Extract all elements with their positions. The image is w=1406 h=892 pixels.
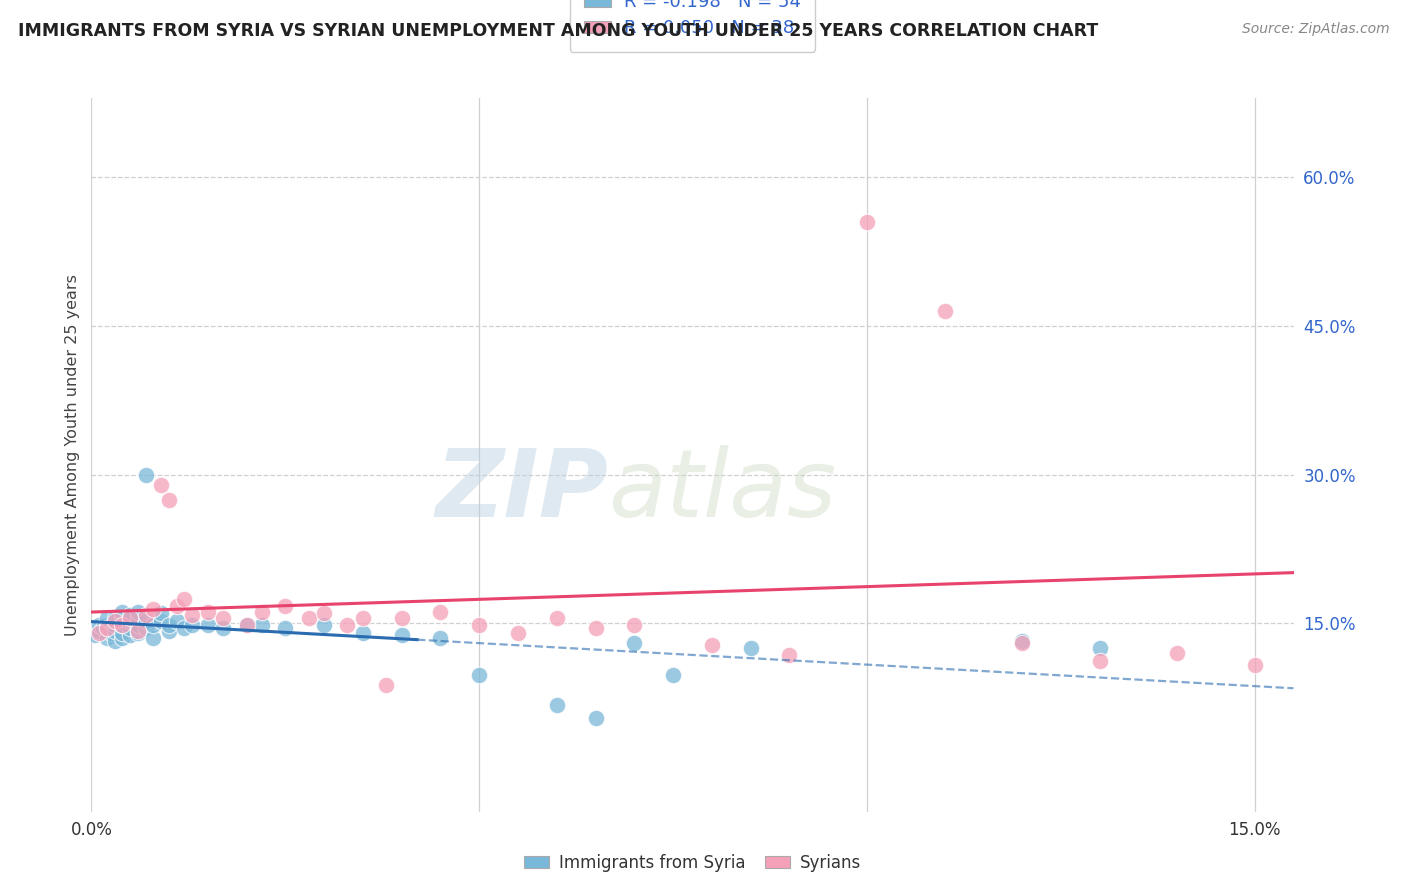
Point [120,608,142,623]
Point [127,624,149,639]
Point [111,632,134,646]
Point [1243,658,1265,673]
Point [662,668,685,682]
Point [212,621,235,635]
Point [297,611,319,625]
Point [740,641,762,656]
Point [135,621,157,635]
Point [96,611,118,625]
Point [274,621,297,635]
Point [468,618,491,632]
Point [104,611,127,625]
Point [1011,634,1033,648]
Text: atlas: atlas [609,445,837,536]
Point [120,611,142,625]
Point [104,615,127,629]
Point [546,611,568,625]
Point [250,618,273,632]
Point [429,632,451,646]
Point [274,599,297,613]
Point [391,628,413,642]
Point [352,611,374,625]
Point [429,605,451,619]
Point [96,618,118,632]
Point [150,615,173,629]
Point [100,626,122,640]
Point [173,621,195,635]
Text: IMMIGRANTS FROM SYRIA VS SYRIAN UNEMPLOYMENT AMONG YOUTH UNDER 25 YEARS CORRELAT: IMMIGRANTS FROM SYRIA VS SYRIAN UNEMPLOY… [18,22,1098,40]
Point [585,621,607,635]
Point [623,636,645,650]
Point [111,618,134,632]
Point [111,611,134,625]
Point [120,621,142,635]
Point [181,618,204,632]
Point [1088,654,1111,668]
Point [150,477,173,491]
Point [142,601,165,615]
Point [352,626,374,640]
Point [166,599,188,613]
Point [623,618,645,632]
Point [135,608,157,623]
Point [468,668,491,682]
Point [96,621,118,635]
Point [89,624,111,639]
Point [89,626,111,640]
Y-axis label: Unemployment Among Youth under 25 years: Unemployment Among Youth under 25 years [65,274,80,636]
Point [700,638,723,652]
Point [127,611,149,625]
Point [157,618,180,632]
Point [111,626,134,640]
Point [197,605,219,619]
Point [1088,641,1111,656]
Point [235,618,257,632]
Point [1166,646,1188,660]
Point [120,628,142,642]
Point [89,618,111,632]
Point [135,615,157,629]
Point [157,492,180,507]
Point [391,611,413,625]
Point [142,618,165,632]
Point [104,634,127,648]
Point [235,618,257,632]
Point [84,628,107,642]
Point [127,626,149,640]
Point [181,608,204,623]
Point [173,591,195,606]
Point [1011,636,1033,650]
Point [120,615,142,629]
Point [157,624,180,639]
Point [250,605,273,619]
Legend: Immigrants from Syria, Syrians: Immigrants from Syria, Syrians [517,847,868,879]
Text: Source: ZipAtlas.com: Source: ZipAtlas.com [1241,22,1389,37]
Point [111,605,134,619]
Point [127,605,149,619]
Point [312,607,335,621]
Point [934,304,956,318]
Point [506,626,529,640]
Point [856,215,879,229]
Text: ZIP: ZIP [436,444,609,537]
Point [96,632,118,646]
Point [312,618,335,632]
Point [127,618,149,632]
Point [104,618,127,632]
Point [197,618,219,632]
Point [212,611,235,625]
Point [336,618,359,632]
Point [546,698,568,712]
Point [142,632,165,646]
Point [104,624,127,639]
Point [585,710,607,724]
Point [91,621,114,635]
Point [375,678,398,692]
Point [150,607,173,621]
Point [778,648,800,662]
Point [135,467,157,482]
Point [166,615,188,629]
Point [111,618,134,632]
